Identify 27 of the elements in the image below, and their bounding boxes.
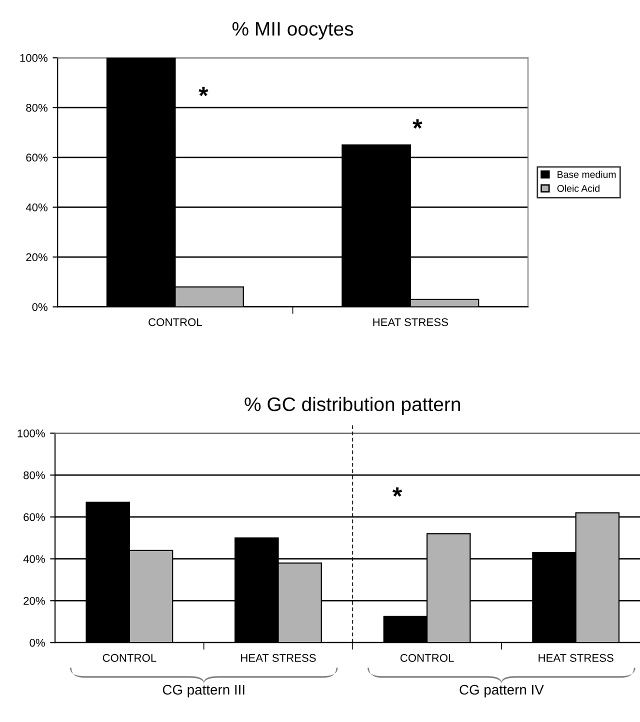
x-tick-label: CONTROL bbox=[148, 318, 202, 326]
x-tick-label: HEAT STRESS bbox=[538, 654, 614, 662]
y-tick-label: 40% bbox=[23, 555, 45, 563]
y-tick-label: 100% bbox=[20, 54, 48, 62]
x-tick-label: CONTROL bbox=[102, 654, 156, 662]
y-tick-label: 60% bbox=[24, 513, 45, 522]
x-tick-label: CONTROL bbox=[400, 654, 454, 662]
y-tick-label: 20% bbox=[26, 253, 48, 262]
y-tick-label: 80% bbox=[26, 104, 48, 112]
y-tick-label: 100% bbox=[18, 429, 45, 438]
y-tick-label: 0% bbox=[30, 638, 45, 647]
y-tick-label: 40% bbox=[26, 203, 48, 212]
y-tick-label: 0% bbox=[32, 303, 48, 311]
legend-label: Oleic Acid bbox=[557, 184, 600, 192]
annotation: * bbox=[392, 487, 402, 497]
x-tick-label: HEAT STRESS bbox=[373, 318, 448, 326]
annotation: * bbox=[198, 86, 208, 96]
text: CG pattern IV bbox=[460, 684, 544, 698]
legend-label: Base medium bbox=[558, 170, 616, 178]
chart-title: % GC distribution pattern bbox=[244, 396, 460, 416]
annotation: * bbox=[412, 119, 422, 129]
text: CG pattern III bbox=[162, 684, 244, 698]
y-tick-label: 60% bbox=[26, 154, 48, 162]
chart-title: % MII oocytes bbox=[232, 22, 354, 40]
y-tick-label: 20% bbox=[24, 596, 45, 605]
x-tick-label: HEAT STRESS bbox=[241, 654, 316, 662]
y-tick-label: 80% bbox=[24, 471, 45, 480]
